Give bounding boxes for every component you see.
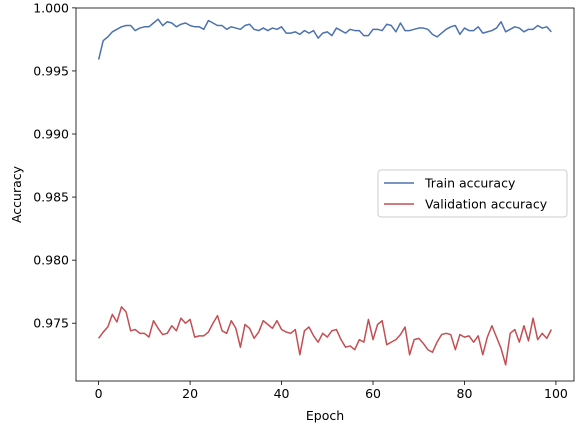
x-tick-label: 40 <box>274 386 290 401</box>
validation-accuracy-line <box>98 306 553 366</box>
y-axis-ticks: 0.975 0.980 0.985 0.990 0.995 1.000 <box>33 0 76 331</box>
legend: Train accuracy Validation accuracy <box>377 169 568 218</box>
series-lines <box>97 18 553 366</box>
x-tick-label: 80 <box>457 386 473 401</box>
legend-label-validation: Validation accuracy <box>425 197 548 212</box>
legend-box <box>377 169 568 218</box>
plot-area-frame <box>75 7 575 382</box>
y-tick-label: 0.985 <box>33 190 69 205</box>
legend-label-train: Train accuracy <box>424 176 516 191</box>
y-tick-label: 0.995 <box>33 63 69 78</box>
y-tick-label: 0.980 <box>33 253 69 268</box>
x-tick-label: 100 <box>544 386 568 401</box>
x-axis-ticks: 0 20 40 60 80 100 <box>95 381 568 401</box>
x-tick-label: 60 <box>365 386 381 401</box>
y-tick-label: 0.975 <box>33 316 69 331</box>
y-tick-label: 0.990 <box>33 127 69 142</box>
x-axis-title: Epoch <box>306 408 344 423</box>
x-tick-label: 0 <box>95 386 103 401</box>
train-accuracy-line <box>97 18 552 60</box>
y-tick-label: 1.000 <box>33 0 69 15</box>
y-axis-title: Accuracy <box>9 165 24 223</box>
x-tick-label: 20 <box>182 386 198 401</box>
